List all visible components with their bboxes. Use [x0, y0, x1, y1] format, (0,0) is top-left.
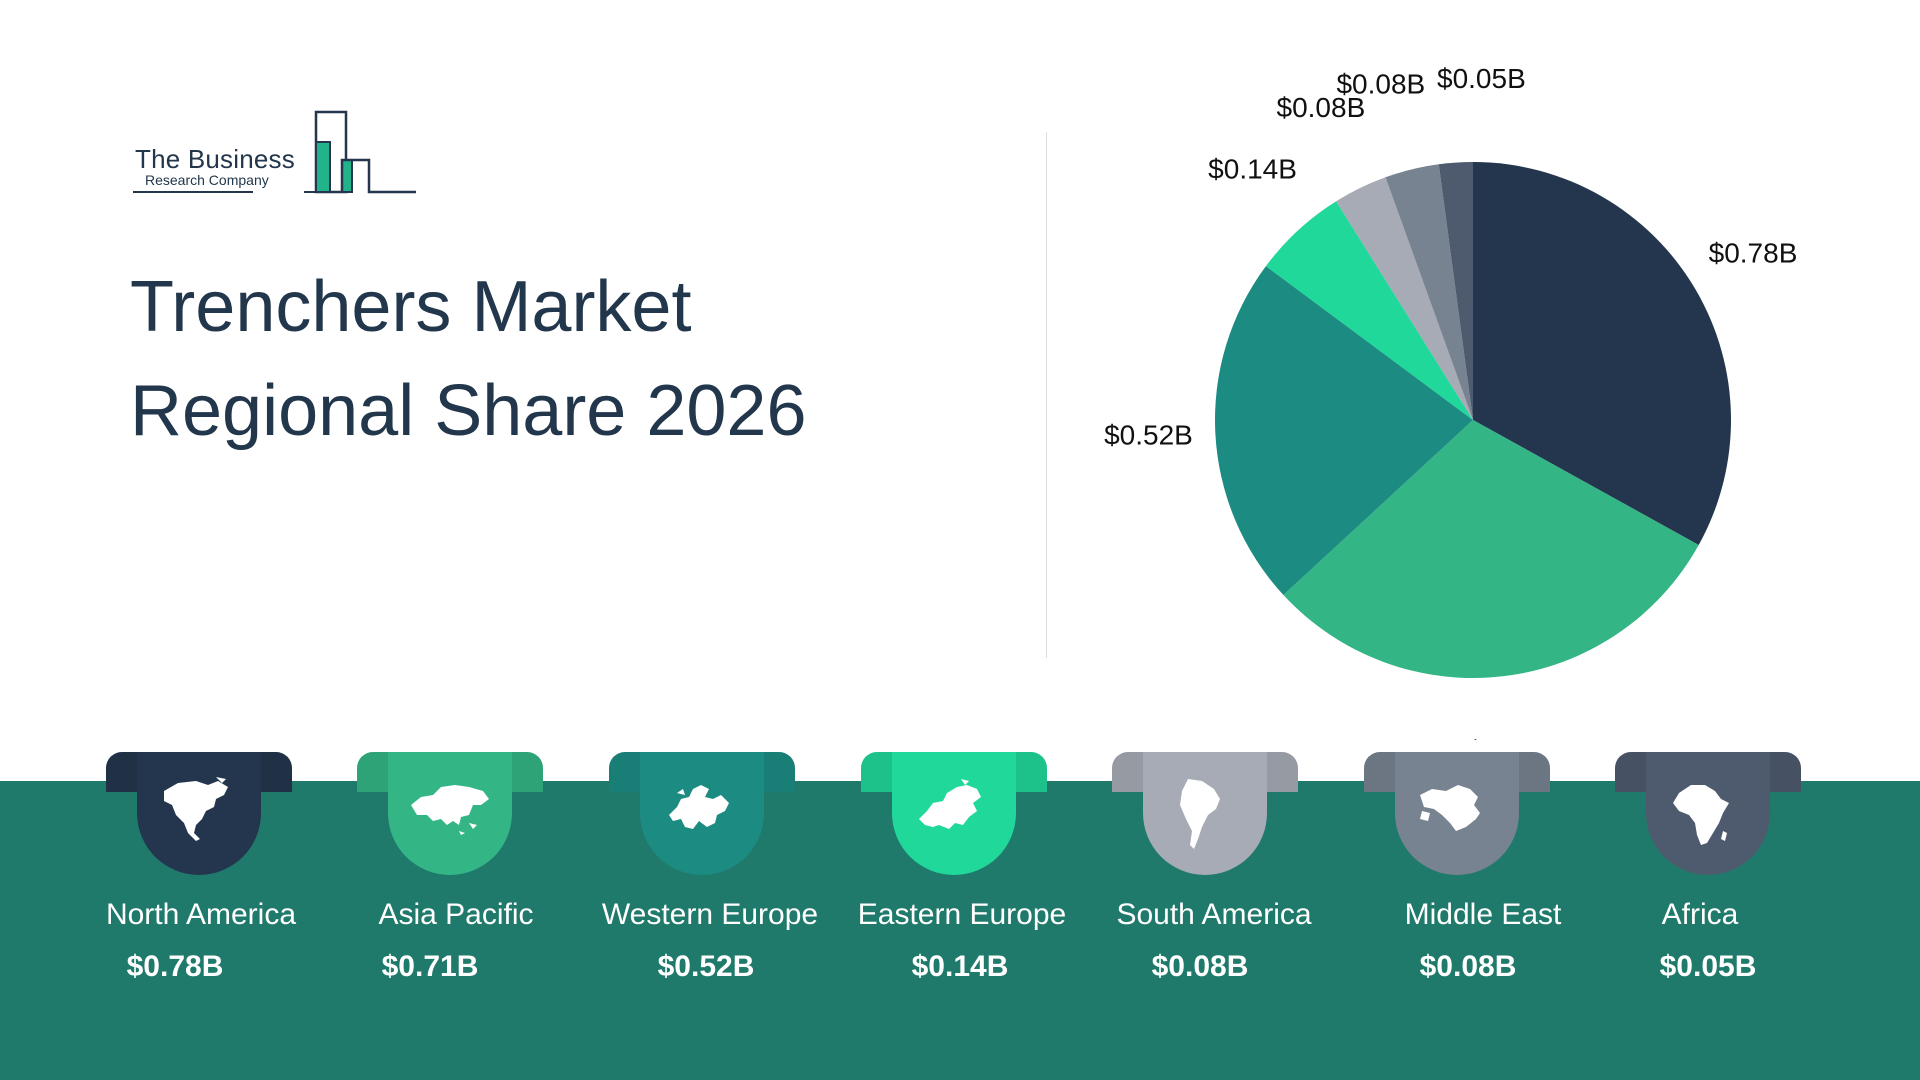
region-name: Eastern Europe [857, 898, 1067, 931]
region-value: $0.08B [1419, 950, 1517, 983]
region-card [106, 752, 292, 877]
pie-data-label: $0.08B [1336, 69, 1425, 100]
region-value: $0.08B [1151, 950, 1249, 983]
pie-slice-africa [1438, 162, 1473, 420]
region-badge [1395, 752, 1519, 875]
logo-buildings-icon [133, 110, 416, 194]
region-value: $0.14B [911, 950, 1009, 983]
page-title: Trenchers Market Regional Share 2026 [130, 255, 807, 463]
pie-data-label: $0.14B [1208, 154, 1297, 185]
pie-data-label: $0.05B [1437, 63, 1526, 94]
region-name: Western Europe [601, 898, 819, 931]
pie-slice-eastern-europe [1265, 201, 1473, 420]
eastern-europe-map-icon [919, 778, 981, 829]
region-card [1364, 752, 1550, 877]
pie-chart: $0.78B $0.71B $0.52B $0.14B $0.08B$0.08B $0.0… [1104, 63, 1798, 740]
pie-slice-north-america [1473, 162, 1731, 546]
middle-east-map-icon [1420, 784, 1480, 831]
africa-map-icon [1673, 784, 1729, 845]
north-america-map-icon [164, 776, 228, 841]
asia-map-icon [411, 784, 489, 835]
region-card [609, 752, 795, 877]
logo-name: The Business [135, 144, 295, 174]
region-badge [137, 752, 261, 875]
region-name: North America [105, 898, 297, 931]
pie-data-label: $0.71B [1467, 735, 1556, 740]
region-badge [1646, 752, 1770, 875]
region-badge [388, 752, 512, 875]
pie-slice-south-america [1336, 177, 1473, 420]
region-name: Africa [1661, 898, 1739, 931]
region-badge [640, 752, 764, 875]
title-line-2: Regional Share 2026 [130, 371, 807, 451]
region-name: Middle East [1404, 898, 1562, 931]
pie-slice-western-europe [1215, 266, 1473, 596]
pie-slice-middle-east [1385, 164, 1473, 420]
pie-data-label: $0.08B [1277, 92, 1366, 123]
region-name: Asia Pacific [378, 898, 534, 931]
pie-data-label: $0.52B [1104, 420, 1193, 451]
region-value: $0.78B [126, 950, 224, 983]
title-line-1: Trenchers Market [130, 267, 692, 347]
western-europe-map-icon [669, 784, 729, 829]
logo-subname: Research Company [145, 172, 269, 188]
region-value: $0.71B [381, 950, 479, 983]
region-badge [892, 752, 1016, 875]
region-card [861, 752, 1047, 877]
region-card [1615, 752, 1801, 877]
vertical-divider [1046, 132, 1047, 658]
pie-slice-asia-pacific [1283, 420, 1699, 678]
pie-data-label: $0.78B [1709, 237, 1798, 268]
region-value: $0.52B [657, 950, 755, 983]
south-america-map-icon [1180, 778, 1220, 849]
region-badge [1143, 752, 1267, 875]
region-card [357, 752, 543, 877]
company-logo: The Business Research Company [133, 108, 418, 198]
region-value: $0.05B [1659, 950, 1757, 983]
region-name: South America [1116, 898, 1312, 931]
region-card [1112, 752, 1298, 877]
